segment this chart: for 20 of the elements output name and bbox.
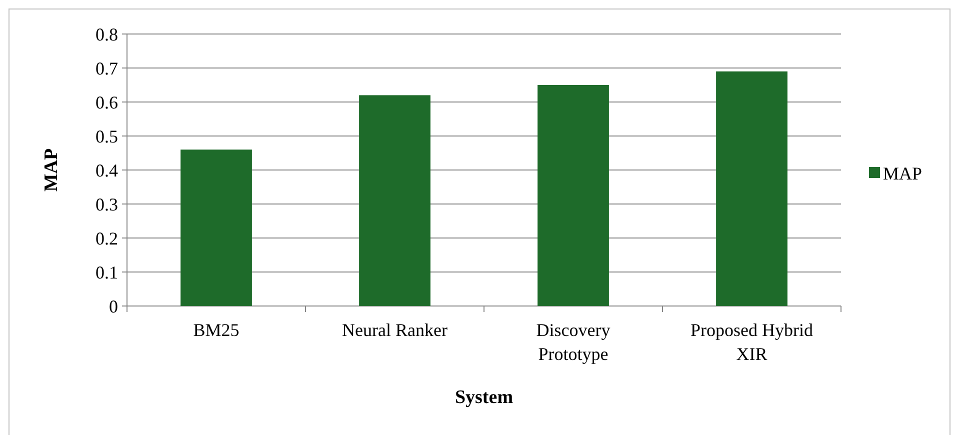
x-tick-label: Neural Ranker	[342, 320, 448, 340]
bar	[359, 95, 430, 306]
y-tick-label: 0.2	[96, 228, 118, 248]
y-tick-label: 0.5	[96, 126, 118, 146]
y-tick-label: 0.3	[96, 194, 118, 214]
y-tick-label: 0.4	[96, 160, 118, 180]
y-tick-label: 0.6	[96, 92, 118, 112]
y-axis-title: MAP	[41, 148, 62, 192]
y-tick-label: 0	[109, 296, 118, 316]
y-tick-label: 0.7	[96, 58, 118, 78]
bar	[716, 71, 788, 306]
y-tick-label: 0.8	[96, 24, 118, 44]
bar	[538, 85, 609, 306]
x-tick-label: BM25	[193, 320, 240, 340]
legend-label: MAP	[883, 163, 922, 184]
x-tick-label: Discovery Prototype	[536, 320, 610, 364]
x-axis-title: System	[454, 387, 514, 408]
bar	[180, 150, 252, 306]
y-tick-label: 0.1	[96, 262, 118, 282]
x-tick-label: Proposed Hybrid XIR	[690, 320, 813, 364]
